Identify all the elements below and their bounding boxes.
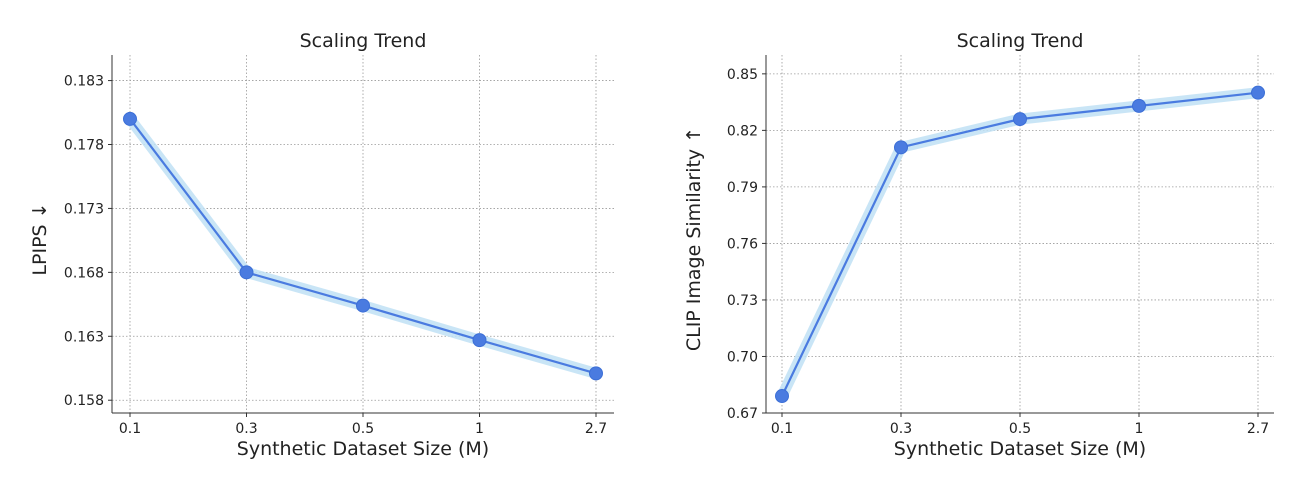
y-tick-label: 0.67 [727, 406, 758, 422]
y-tick-label: 0.79 [727, 180, 758, 196]
chart-right: Scaling Trend CLIP Image Similarity ↑ 0.… [651, 0, 1302, 492]
data-point [589, 366, 603, 381]
x-tick-label: 0.3 [235, 421, 257, 437]
data-point [472, 333, 487, 348]
y-tick-label: 0.82 [727, 123, 758, 139]
x-axis-label: Synthetic Dataset Size (M) [893, 438, 1147, 460]
x-tick-label: 0.1 [771, 421, 793, 437]
chart-title: Scaling Trend [956, 30, 1084, 52]
data-point [1251, 85, 1265, 100]
y-axis-label: LPIPS ↓ [29, 202, 51, 276]
chart-left: Scaling Trend LPIPS ↓ 0.158 0.163 0.168 0.1… [29, 30, 614, 460]
x-tick-label: 2.7 [585, 421, 607, 437]
y-tick-label: 0.178 [64, 138, 104, 154]
x-tick-label: 0.5 [352, 421, 374, 437]
plot-area: 0.158 0.163 0.168 0.173 0.178 0.183 0.1 0.3 0.5 1… [64, 55, 614, 437]
data-point [894, 140, 908, 155]
y-tick-label: 0.163 [64, 329, 104, 345]
data-point [239, 265, 254, 280]
y-tick-label: 0.76 [727, 236, 758, 252]
y-tick-label: 0.70 [727, 349, 758, 365]
data-point [1132, 98, 1146, 113]
x-tick-label: 0.3 [890, 421, 912, 437]
x-tick-label: 2.7 [1247, 421, 1269, 437]
y-tick-label: 0.73 [727, 293, 758, 309]
data-point [775, 389, 789, 404]
x-tick-label: 1 [1135, 421, 1144, 437]
data-point [1013, 112, 1027, 127]
data-point [356, 298, 370, 313]
x-tick-label: 1 [475, 421, 484, 437]
y-tick-label: 0.173 [64, 201, 104, 217]
plot-area: 0.67 0.70 0.73 0.76 0.79 0.82 0.85 0.1 0.3 0.5 1 2.… [727, 55, 1274, 437]
y-tick-label: 0.85 [727, 67, 758, 83]
x-tick-label: 0.1 [119, 421, 141, 437]
chart-title: Scaling Trend [299, 30, 427, 52]
y-tick-label: 0.168 [64, 265, 104, 281]
y-axis-label: CLIP Image Similarity ↑ [683, 126, 705, 352]
x-tick-label: 0.5 [1009, 421, 1031, 437]
x-axis-label: Synthetic Dataset Size (M) [236, 438, 490, 460]
data-point [123, 111, 137, 126]
y-tick-label: 0.158 [64, 393, 104, 409]
y-tick-label: 0.183 [64, 74, 104, 90]
